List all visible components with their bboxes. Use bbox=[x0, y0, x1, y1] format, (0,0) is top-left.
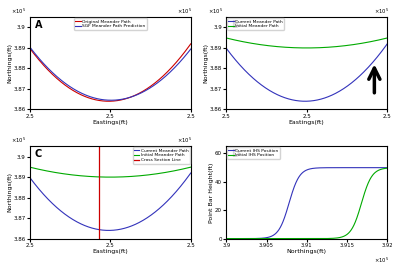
Text: $\times10^5$: $\times10^5$ bbox=[177, 136, 192, 146]
Y-axis label: Northings(ft): Northings(ft) bbox=[7, 172, 12, 212]
X-axis label: Eastings(ft): Eastings(ft) bbox=[92, 249, 128, 254]
Text: $\times10^5$: $\times10^5$ bbox=[11, 7, 26, 16]
X-axis label: Northings(ft): Northings(ft) bbox=[287, 249, 327, 254]
Text: $\times10^5$: $\times10^5$ bbox=[11, 136, 26, 146]
Text: $\times10^5$: $\times10^5$ bbox=[374, 7, 389, 16]
Y-axis label: Northings(ft): Northings(ft) bbox=[204, 43, 208, 83]
Text: $\times10^5$: $\times10^5$ bbox=[177, 7, 192, 16]
Text: C: C bbox=[34, 149, 42, 159]
X-axis label: Eastings(ft): Eastings(ft) bbox=[92, 120, 128, 125]
Text: $\times10^5$: $\times10^5$ bbox=[374, 255, 389, 265]
Legend: Original Meander Path, SGF Meander Path Prediction: Original Meander Path, SGF Meander Path … bbox=[74, 18, 146, 30]
Legend: Current IHS Position, Initial IHS Position: Current IHS Position, Initial IHS Positi… bbox=[227, 147, 280, 159]
Text: D: D bbox=[231, 149, 239, 159]
Text: A: A bbox=[34, 20, 42, 30]
X-axis label: Eastings(ft): Eastings(ft) bbox=[289, 120, 325, 125]
Text: B: B bbox=[231, 20, 238, 30]
Legend: Current Meander Path, Initial Meander Path, Cross Section Line: Current Meander Path, Initial Meander Pa… bbox=[133, 147, 190, 163]
Y-axis label: Point Bar Height(ft): Point Bar Height(ft) bbox=[209, 162, 214, 223]
Text: $\times10^5$: $\times10^5$ bbox=[208, 7, 223, 16]
Legend: Current Meander Path, Initial Meander Path: Current Meander Path, Initial Meander Pa… bbox=[227, 18, 284, 30]
Y-axis label: Northings(ft): Northings(ft) bbox=[7, 43, 12, 83]
